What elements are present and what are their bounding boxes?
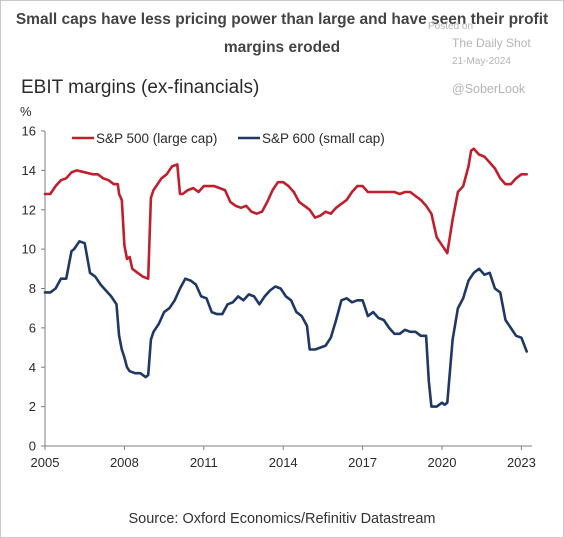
y-tick-label: 10 bbox=[22, 242, 36, 257]
headline: Small caps have less pricing power than … bbox=[15, 11, 549, 56]
series-line-sp600 bbox=[43, 240, 529, 408]
x-tick-label: 2011 bbox=[190, 455, 218, 470]
y-tick-label: 16 bbox=[22, 124, 36, 139]
y-tick-label: 14 bbox=[22, 163, 36, 178]
x-tick-label: 2017 bbox=[348, 455, 377, 470]
x-tick-label: 2020 bbox=[428, 455, 457, 470]
watermark-source: The Daily Shot bbox=[452, 36, 531, 50]
x-tick-label: 2014 bbox=[269, 455, 298, 470]
x-tick-label: 2023 bbox=[507, 455, 536, 470]
legend-label: S&P 600 (small cap) bbox=[262, 131, 385, 146]
watermark-date: 21-May-2024 bbox=[452, 56, 511, 67]
watermark-posted: Posted on bbox=[428, 21, 474, 32]
y-tick-label: 0 bbox=[29, 439, 36, 454]
series-line-sp500 bbox=[43, 147, 529, 281]
y-tick-label: 4 bbox=[29, 360, 36, 375]
watermark-handle: @SoberLook bbox=[452, 82, 526, 96]
y-tick-label: 6 bbox=[29, 320, 36, 335]
x-tick-label: 2005 bbox=[31, 455, 60, 470]
x-tick-label: 2008 bbox=[110, 455, 139, 470]
series-layer bbox=[43, 147, 529, 408]
legend-label: S&P 500 (large cap) bbox=[96, 131, 217, 146]
source-note: Source: Oxford Economics/Refinitiv Datas… bbox=[128, 511, 436, 527]
y-tick-label: 12 bbox=[22, 202, 36, 217]
legend: S&P 500 (large cap) S&P 600 (small cap) bbox=[72, 131, 385, 146]
y-axis-unit-label: % bbox=[20, 104, 32, 119]
y-tick-label: 2 bbox=[29, 399, 36, 414]
chart-title: EBIT margins (ex-financials) bbox=[21, 77, 260, 98]
y-tick-label: 8 bbox=[29, 281, 36, 296]
axes: 0 2 4 6 8 10 12 14 16 2005 2008 2011 2014 2017 2020 202… bbox=[22, 124, 536, 471]
